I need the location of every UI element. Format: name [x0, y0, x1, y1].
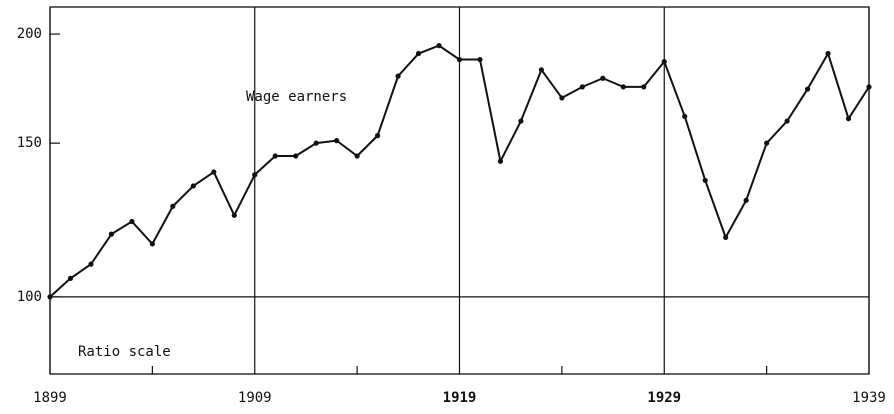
data-point [723, 234, 729, 240]
data-point [67, 275, 74, 281]
data-point [764, 140, 770, 146]
data-point [804, 86, 811, 92]
data-point [559, 95, 565, 101]
annotation: Wage earners [246, 89, 347, 105]
data-point [845, 116, 852, 122]
data-point [47, 294, 53, 300]
data-point [354, 153, 360, 159]
data-point [641, 84, 647, 90]
y-tick-label: 150 [17, 135, 42, 151]
x-tick-label: 1929 [647, 390, 681, 406]
data-point [313, 140, 319, 146]
data-point [415, 50, 422, 57]
data-point [477, 56, 483, 63]
data-point [170, 203, 176, 209]
data-point [497, 158, 504, 164]
data-point [375, 133, 381, 139]
data-point [436, 43, 442, 49]
data-point [231, 212, 237, 218]
data-point [252, 172, 258, 178]
data-point [456, 56, 463, 63]
data-point [190, 183, 196, 189]
x-tick-label: 1939 [852, 390, 886, 406]
data-point [579, 84, 585, 90]
data-point [293, 153, 299, 159]
data-point [272, 153, 278, 159]
data-point [682, 113, 688, 119]
data-point [88, 261, 94, 267]
x-tick-label: 1909 [238, 390, 272, 406]
data-point [661, 58, 667, 65]
data-point [538, 67, 545, 73]
data-point [108, 231, 115, 237]
data-point [334, 138, 340, 144]
data-point [743, 197, 749, 203]
data-point [702, 177, 708, 183]
data-point [129, 218, 135, 225]
data-point [395, 73, 401, 79]
x-tick-label: 1899 [33, 390, 67, 406]
y-tick-label: 100 [17, 289, 42, 305]
y-tick-label: 200 [17, 26, 42, 42]
data-point [149, 241, 155, 247]
x-tick-label: 1919 [443, 390, 477, 406]
annotation: Ratio scale [78, 344, 171, 360]
data-point [825, 50, 831, 57]
data-point [620, 84, 626, 90]
data-point [600, 75, 606, 81]
data-point [518, 118, 524, 124]
data-point [784, 118, 790, 124]
data-point [211, 169, 217, 175]
data-point [866, 84, 872, 90]
